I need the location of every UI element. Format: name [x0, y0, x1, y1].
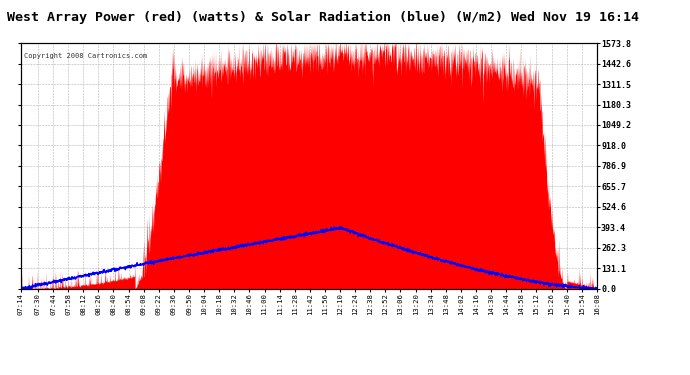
- Text: West Array Power (red) (watts) & Solar Radiation (blue) (W/m2) Wed Nov 19 16:14: West Array Power (red) (watts) & Solar R…: [7, 11, 639, 24]
- Text: Copyright 2008 Cartronics.com: Copyright 2008 Cartronics.com: [23, 53, 147, 59]
